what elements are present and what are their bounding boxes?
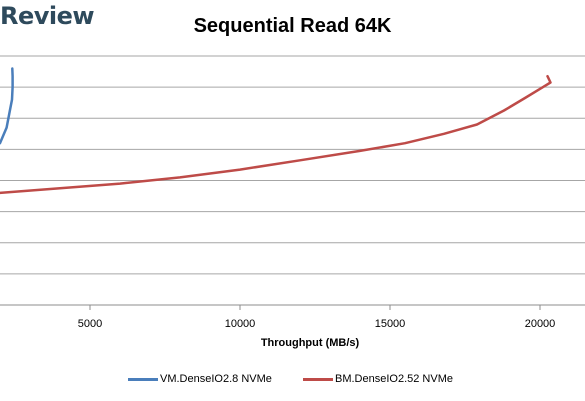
legend-item-bm: BM.DenseIO2.52 NVMe	[303, 373, 453, 385]
x-tick-label: 20000	[525, 318, 556, 330]
x-tick-label: 10000	[225, 318, 256, 330]
series-lines	[0, 67, 552, 195]
x-axis-label: Throughput (MB/s)	[260, 337, 360, 349]
legend-swatch-vm	[128, 377, 158, 381]
x-tick-labels: 5000 10000 15000 20000	[78, 318, 556, 330]
x-tick-label: 15000	[375, 318, 406, 330]
x-axis	[0, 304, 585, 310]
legend: VM.DenseIO2.8 NVMe BM.DenseIO2.52 NVMe	[0, 373, 585, 389]
series-line-0	[0, 67, 14, 145]
brand-logo-text: Review	[0, 2, 95, 30]
x-tick-label: 5000	[78, 318, 102, 330]
gridlines	[0, 55, 585, 275]
chart-title-text: Sequential Read 64K	[193, 15, 392, 37]
legend-label-bm: BM.DenseIO2.52 NVMe	[335, 373, 453, 385]
legend-label-vm: VM.DenseIO2.8 NVMe	[160, 373, 272, 385]
legend-item-vm: VM.DenseIO2.8 NVMe	[128, 373, 272, 385]
legend-swatch-bm	[303, 377, 333, 381]
series-line-1	[0, 74, 552, 195]
chart-title: Sequential Read 64K	[0, 15, 585, 38]
